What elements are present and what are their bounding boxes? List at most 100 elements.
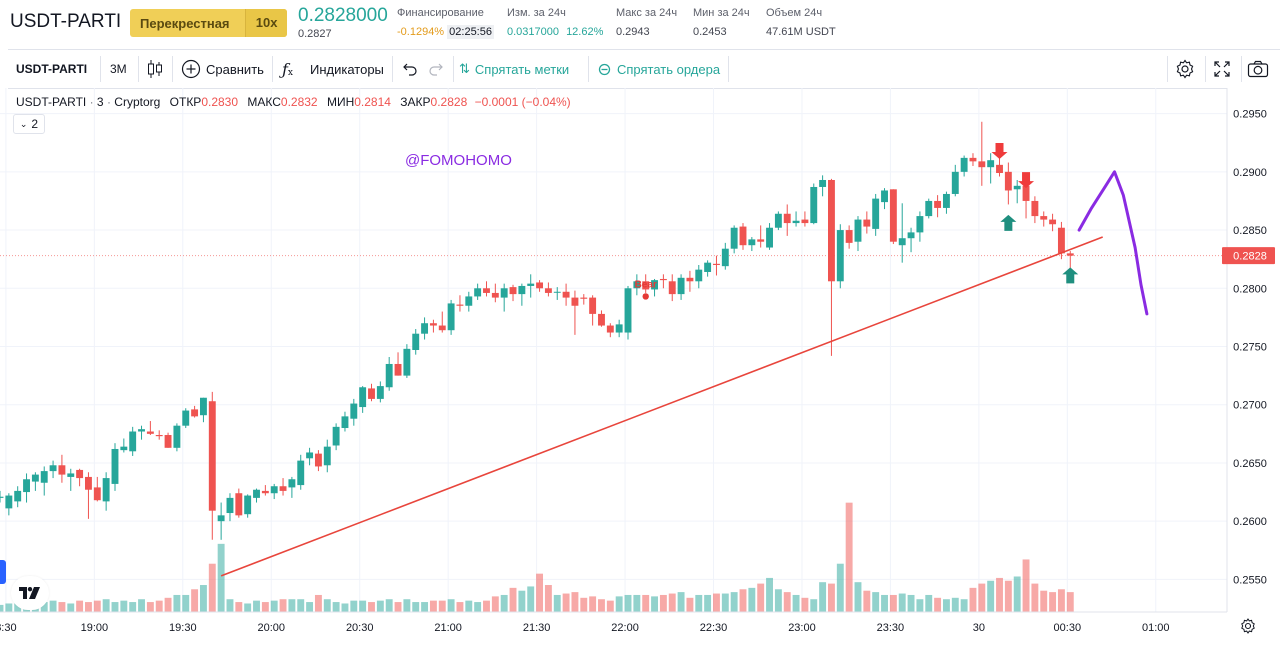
forecast-curve[interactable] (1077, 170, 1149, 316)
chart-area[interactable]: Bear 0.2950 0.2900 0.2850 0.2800 0.2750 0.270… (0, 88, 1280, 645)
low-value: 0.2453 (693, 26, 727, 38)
candle-body (580, 297, 588, 299)
hide-marks-button[interactable]: ⇅ Спрятать метки (459, 50, 569, 88)
volume-bar (0, 604, 4, 612)
candle-body (571, 297, 579, 306)
candle-body (713, 263, 720, 265)
volume-bar (845, 502, 853, 612)
candle-body (589, 297, 597, 314)
candle-body (889, 189, 897, 242)
market-symbol[interactable]: USDT-PARTI (10, 11, 122, 32)
gear-icon[interactable] (1175, 50, 1195, 88)
candle-body (385, 363, 393, 388)
volume-bar (1049, 592, 1057, 612)
undo-icon[interactable] (402, 50, 418, 88)
legend-collapsed-count: 2 (31, 117, 39, 131)
volume-bar (332, 602, 340, 612)
volume-bar (942, 599, 950, 612)
candle-body (465, 296, 473, 306)
legend-low-value: 0.2814 (354, 95, 391, 109)
volume-bar (182, 594, 190, 612)
price-chart[interactable]: Bear 0.2950 0.2900 0.2850 0.2800 0.2750 0.270… (0, 88, 1280, 645)
indicators-button[interactable]: ƒx Индикаторы (282, 50, 384, 88)
candle-body (828, 179, 835, 282)
candle-body (916, 216, 924, 233)
volume-bar (500, 594, 508, 612)
volume-bar (474, 602, 482, 612)
toolbar-symbol[interactable]: USDT-PARTI (16, 62, 88, 76)
price-tick-label: 0.2900 (1233, 167, 1267, 179)
candle-body (368, 388, 375, 399)
redo-icon[interactable] (428, 50, 444, 88)
trend-line[interactable] (220, 236, 1103, 577)
volume-bar (217, 543, 225, 612)
legend-high-value: 0.2832 (280, 95, 318, 109)
compare-button[interactable]: Сравнить (181, 50, 264, 88)
high-value: 0.2943 (616, 26, 650, 38)
volume-bar (907, 594, 915, 612)
funding-block: Финансирование -0.1294% 02:25:56 (397, 7, 494, 39)
camera-icon[interactable] (1247, 50, 1269, 88)
volume-bar (819, 582, 827, 612)
fullscreen-icon[interactable] (1212, 50, 1232, 88)
candle-body (14, 490, 22, 502)
volume-bar (987, 580, 995, 612)
volume-bar (146, 602, 154, 612)
candle-body (306, 452, 314, 459)
price-axis[interactable]: 0.2950 0.2900 0.2850 0.2800 0.2750 0.2700 0.26… (1233, 109, 1267, 587)
volume-bar (253, 600, 260, 612)
scale-settings-icon[interactable] (1240, 618, 1256, 639)
price-tick-label: 0.2850 (1233, 225, 1267, 237)
candle-body (226, 497, 234, 514)
volume-bar (810, 599, 818, 612)
margin-mode-button[interactable]: Перекрестная 10x (130, 9, 287, 37)
candle-body (67, 473, 75, 477)
candle-body (509, 287, 517, 295)
time-tick-label: 01:00 (1142, 622, 1170, 634)
leverage-button[interactable]: 10x (245, 9, 287, 37)
volume-bar (235, 602, 243, 612)
volume-bar (314, 594, 322, 612)
volume-bar (553, 594, 561, 612)
candles-icon[interactable] (147, 50, 163, 88)
candle-body (31, 474, 39, 482)
volume-bar (536, 573, 544, 612)
volume-bar (465, 600, 473, 612)
grid-lines (0, 88, 1227, 612)
volume-bar (208, 563, 216, 612)
watermark-text: @FOMOHOMO (405, 152, 512, 169)
last-price: 0.2828000 (298, 5, 388, 26)
volume-bar (881, 594, 888, 612)
hide-orders-button[interactable]: Спрятать ордера (598, 50, 720, 88)
legend-collapse-button[interactable]: ⌄ 2 (13, 114, 45, 134)
candle-body (774, 213, 782, 228)
candle-body (164, 435, 172, 448)
time-axis[interactable]: 8:30 19:00 19:30 20:00 20:30 21:00 21:30 22:00 2… (0, 622, 1170, 634)
hide-marks-label: Спрятать метки (474, 61, 570, 77)
volume-bar (730, 592, 738, 612)
interval-button[interactable]: 3М (110, 62, 127, 76)
volume-bar (925, 594, 933, 612)
time-tick-label: 22:30 (700, 622, 728, 634)
candle-body (536, 282, 544, 289)
price-tick-label: 0.2950 (1233, 109, 1267, 121)
candle-body (244, 495, 252, 515)
volume-bar (863, 590, 871, 612)
candle-body (394, 363, 402, 376)
legend-open-value: 0.2830 (201, 95, 239, 109)
change-value: 0.0317000 (507, 26, 559, 38)
candle-body (483, 288, 490, 293)
volume-bar (58, 602, 66, 612)
price-tick-label: 0.2550 (1233, 574, 1267, 586)
volume-bar (898, 593, 906, 612)
candle-body (518, 285, 526, 295)
high-label: Макс за 24ч (616, 7, 678, 19)
mark-price: 0.2827 (298, 28, 332, 40)
volume-bars (0, 502, 1074, 612)
hide-orders-label: Спрятать ордера (617, 61, 721, 77)
candle-body (235, 493, 243, 516)
sidebar-toggle-tab[interactable] (0, 560, 6, 584)
candle-body (544, 288, 552, 293)
price-tick-label: 0.2800 (1233, 283, 1267, 295)
high-block: Макс за 24ч 0.2943 (616, 7, 677, 38)
